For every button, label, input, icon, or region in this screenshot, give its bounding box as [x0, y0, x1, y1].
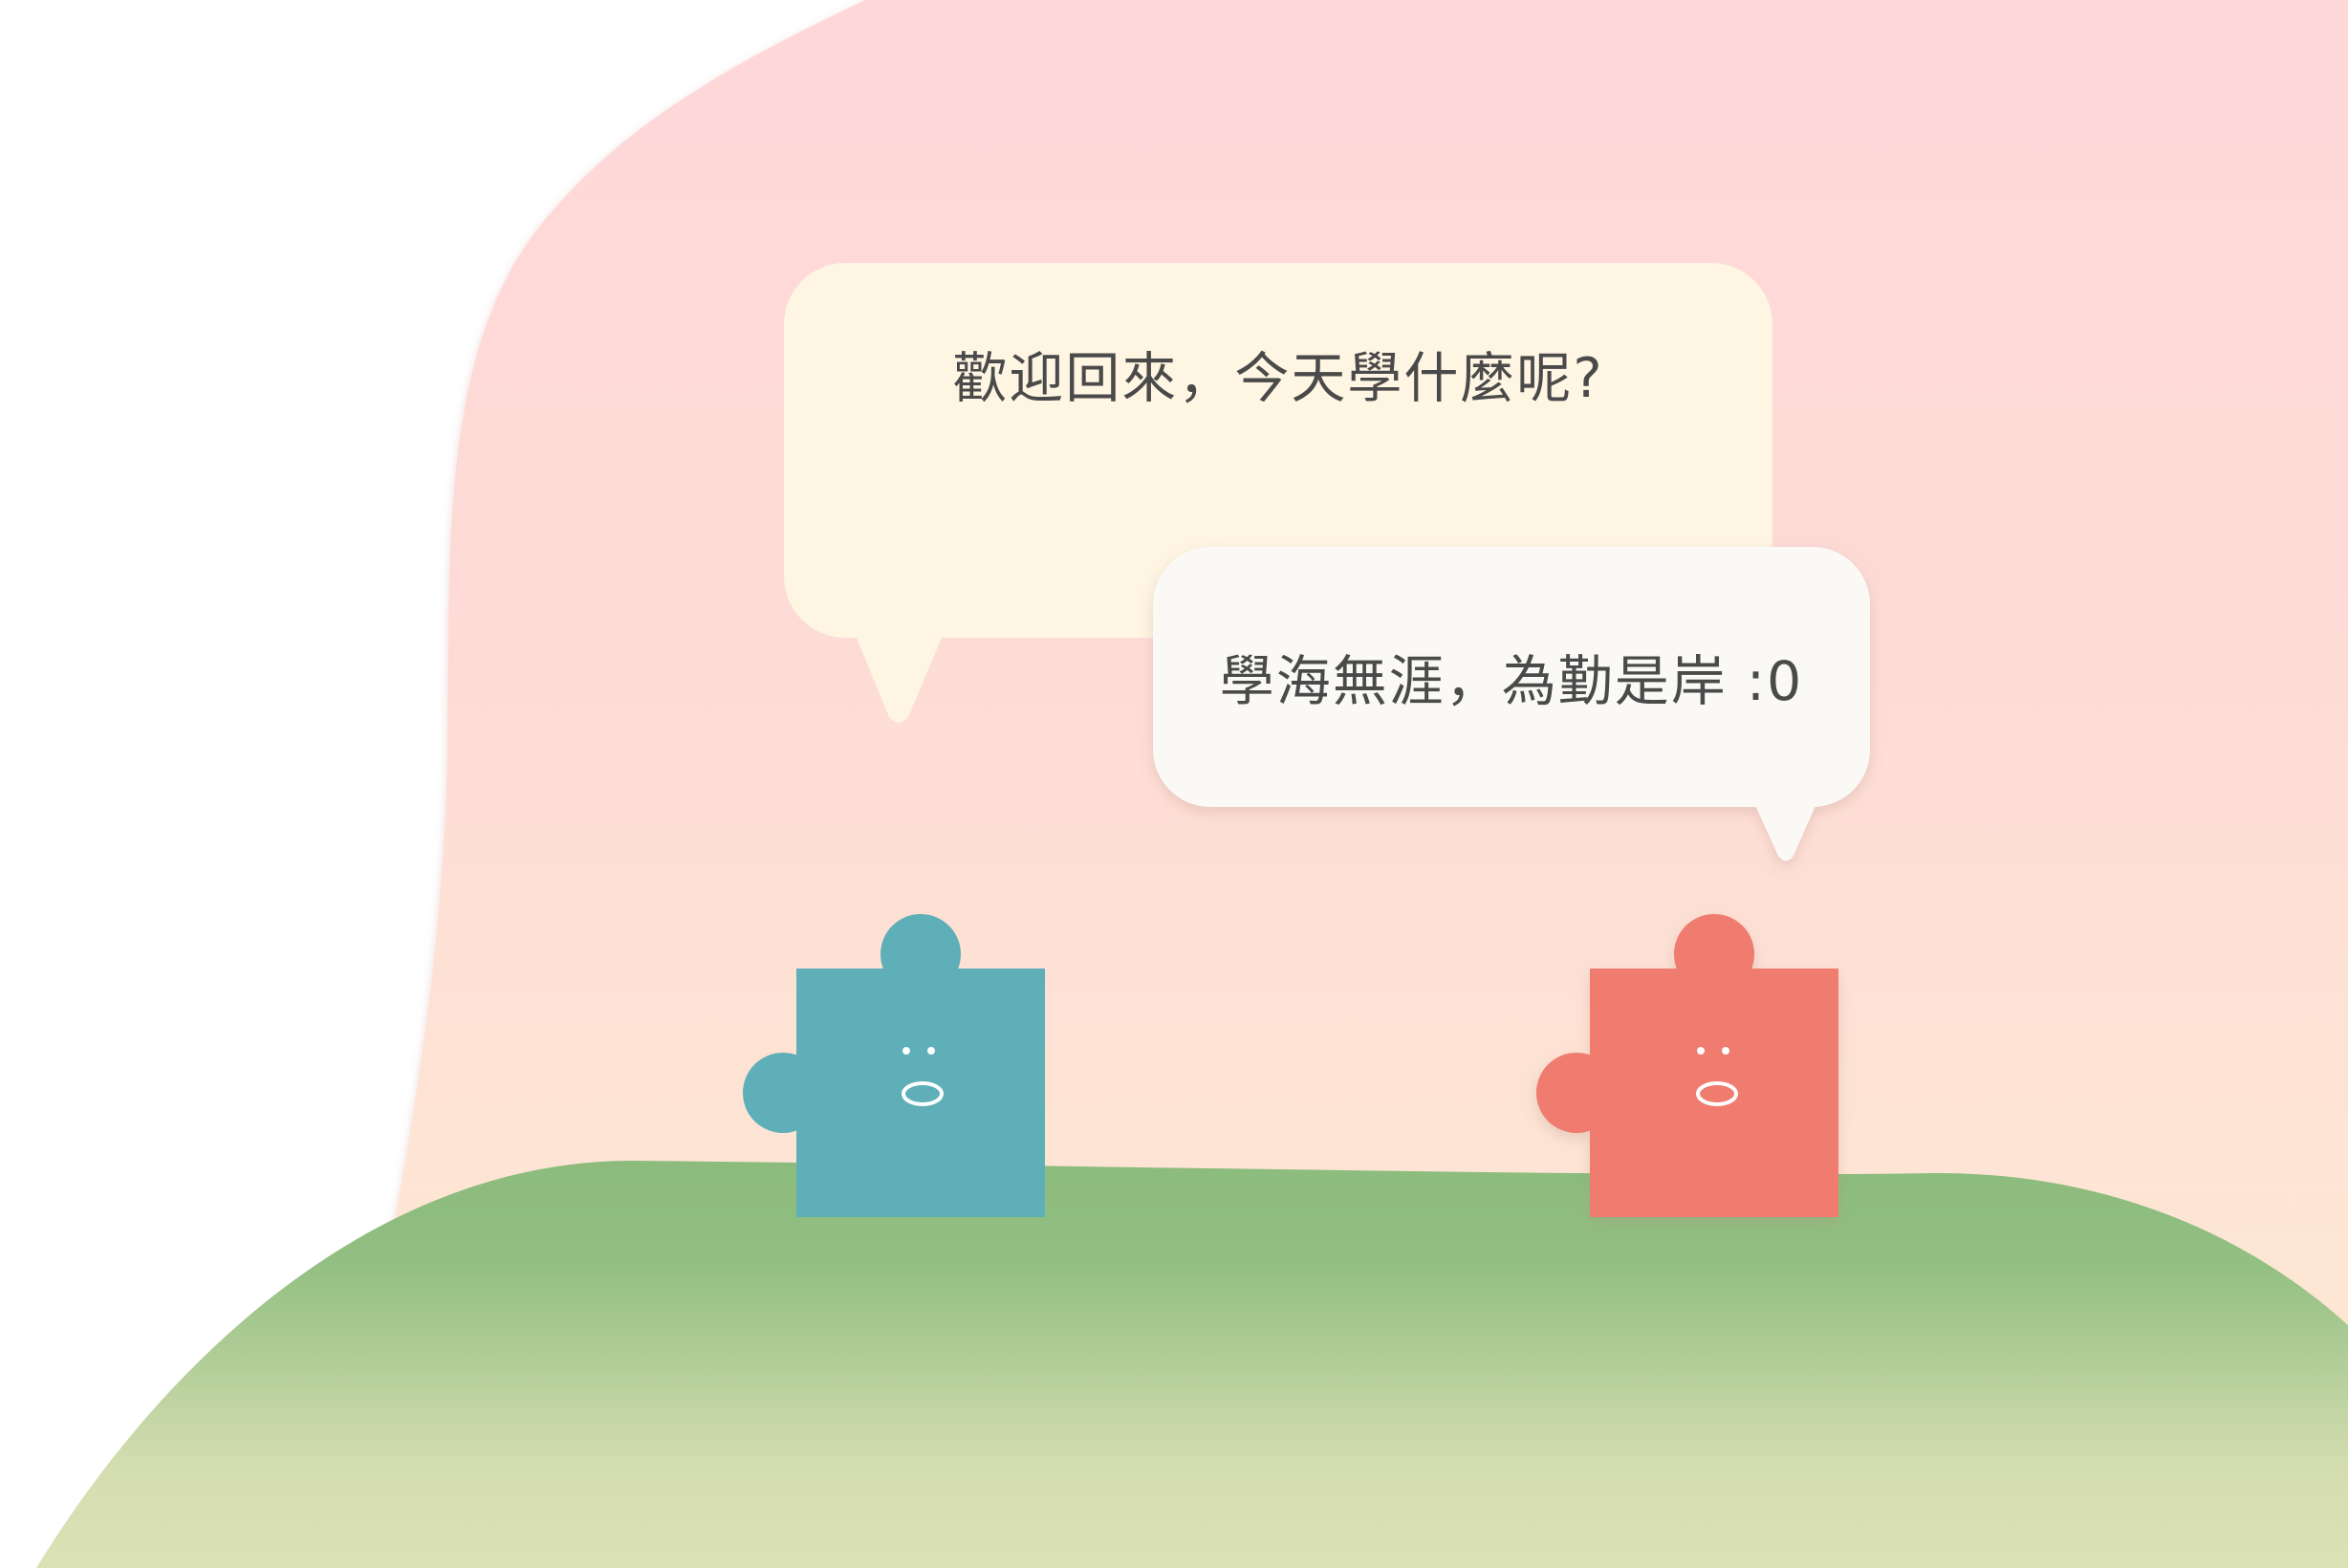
blue-puzzle-eye-left	[902, 1047, 910, 1055]
reply-message-text: 學海無涯，為勤是岸 :0	[1219, 650, 1804, 713]
red-puzzle-body	[1590, 969, 1838, 1217]
grass-hill	[36, 1161, 2348, 1568]
red-puzzle-character	[1536, 914, 1838, 1217]
welcome-message: 歡迎回來，今天學什麼呢?	[784, 263, 1772, 638]
blue-puzzle-character	[743, 914, 1045, 1217]
blue-puzzle-mouth	[902, 1081, 944, 1106]
blue-puzzle-eye-right	[927, 1047, 935, 1055]
red-puzzle-eye-left	[1697, 1047, 1705, 1055]
blue-puzzle-body	[796, 969, 1045, 1217]
speech-bubble-reply	[1153, 547, 1870, 861]
welcome-message-text: 歡迎回來，今天學什麼呢?	[952, 347, 1604, 410]
red-puzzle-eye-right	[1722, 1047, 1729, 1055]
red-puzzle-mouth	[1696, 1081, 1738, 1106]
reply-message: 學海無涯，為勤是岸 :0	[1153, 547, 1870, 807]
speech-bubble-welcome	[784, 263, 1772, 723]
